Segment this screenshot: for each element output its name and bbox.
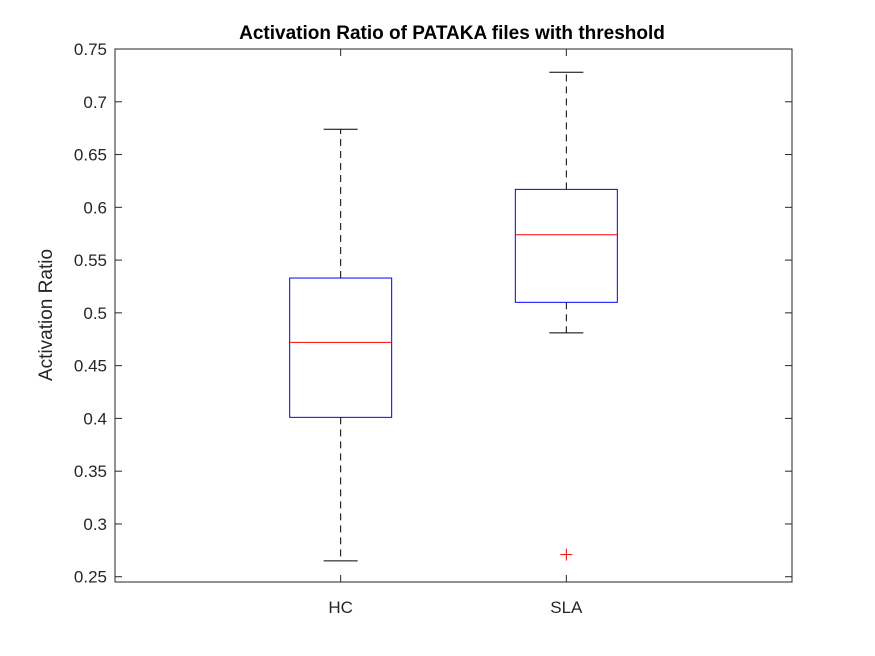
plot-area-frame [114,48,793,583]
y-tick-label: 0.5 [83,304,107,323]
y-axis: 0.25 0.3 0.35 0.4 0.45 0.5 0.55 0.6 0.65 0.7 0.75 [74,40,792,587]
box-hc [289,128,393,562]
x-tick-label: HC [328,598,353,617]
chart-title: Activation Ratio of PATAKA files with th… [239,23,665,44]
y-tick-label: 0.4 [83,409,107,428]
y-axis-label: Activation Ratio [36,249,57,381]
y-tick-label: 0.7 [83,93,107,112]
y-tick-label: 0.75 [74,40,107,59]
y-tick-label: 0.55 [74,251,107,270]
outlier-marker [560,548,573,561]
iqr-box [514,188,618,303]
y-tick-label: 0.25 [74,568,107,587]
y-tick-label: 0.65 [74,146,107,165]
y-tick-label: 0.35 [74,462,107,481]
y-tick-label: 0.3 [83,515,107,534]
y-tick-label: 0.45 [74,357,107,376]
x-tick-label: SLA [550,598,583,617]
x-axis: HC SLA [328,49,583,617]
y-tick-label: 0.6 [83,198,107,217]
boxes-layer [289,71,618,562]
box-sla [514,71,618,561]
iqr-box [289,277,393,418]
